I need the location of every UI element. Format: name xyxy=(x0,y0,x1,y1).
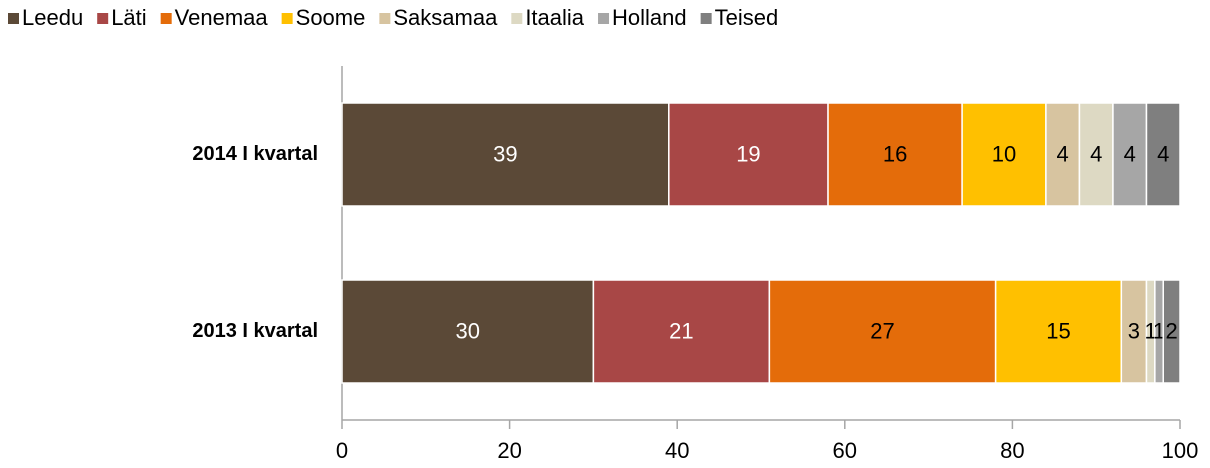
bar-segment xyxy=(1078,102,1114,207)
data-label: 39 xyxy=(493,141,517,166)
bar-segment xyxy=(1112,102,1148,207)
data-label: 30 xyxy=(455,318,479,343)
legend-marker xyxy=(281,13,293,24)
data-label: 1 xyxy=(1145,318,1157,343)
bar-segment xyxy=(341,279,595,384)
data-label: 3 xyxy=(1128,318,1140,343)
data-label: 2 xyxy=(1165,318,1177,343)
data-label: 27 xyxy=(870,318,894,343)
bar-segment xyxy=(1145,102,1181,207)
data-label: 10 xyxy=(992,141,1016,166)
data-label: 4 xyxy=(1157,141,1169,166)
legend-label: Holland xyxy=(612,5,687,30)
legend-marker xyxy=(598,13,610,24)
legend: Leedu Läti Venemaa Soome Saksamaa Itaalia Holl… xyxy=(8,5,778,30)
data-label: 16 xyxy=(883,141,907,166)
x-tick-label: 0 xyxy=(336,438,348,463)
bar-segment xyxy=(1120,279,1148,384)
legend-label: Teised xyxy=(715,5,779,30)
x-tick-label: 40 xyxy=(665,438,689,463)
legend-label: Venemaa xyxy=(175,5,269,30)
bar-segment xyxy=(341,102,670,207)
legend-marker xyxy=(511,13,523,24)
legend-marker xyxy=(160,13,172,24)
legend-label: Leedu xyxy=(22,5,83,30)
data-label: 4 xyxy=(1090,141,1102,166)
x-tick-label: 20 xyxy=(497,438,521,463)
data-label: 15 xyxy=(1046,318,1070,343)
legend-marker xyxy=(379,13,391,24)
category-label: 2013 I kvartal xyxy=(192,320,318,342)
legend-label: Soome xyxy=(296,5,366,30)
x-tick-label: 80 xyxy=(1000,438,1024,463)
x-tick-label: 60 xyxy=(833,438,857,463)
legend-label: Saksamaa xyxy=(393,5,498,30)
bar-segment xyxy=(768,279,997,384)
bar-segment xyxy=(668,102,829,207)
legend-marker xyxy=(700,13,712,24)
data-label: 21 xyxy=(669,318,693,343)
legend-marker xyxy=(8,13,19,24)
data-label: 4 xyxy=(1057,141,1069,166)
data-label: 19 xyxy=(736,141,760,166)
bar-segment xyxy=(994,279,1123,384)
legend-marker xyxy=(97,13,109,24)
legend-label: Läti xyxy=(111,5,146,30)
data-label: 4 xyxy=(1124,141,1136,166)
data-label: 1 xyxy=(1153,318,1165,343)
bar-segment xyxy=(1162,279,1181,384)
category-label: 2014 I kvartal xyxy=(192,143,318,165)
x-tick-label: 100 xyxy=(1162,438,1199,463)
legend-label: Itaalia xyxy=(525,5,584,30)
